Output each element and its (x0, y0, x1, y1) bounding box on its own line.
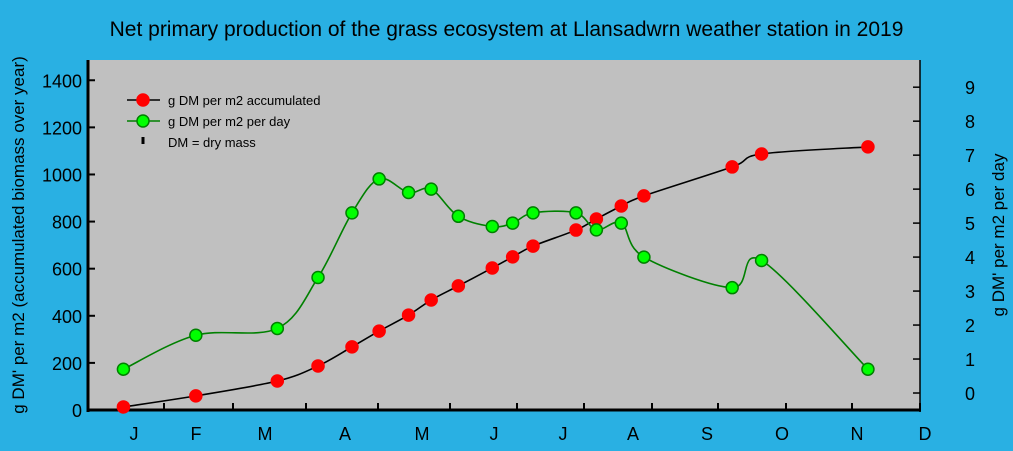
data-point (189, 328, 203, 342)
y-tick-label: 200 (52, 354, 82, 374)
x-tick-label: D (919, 424, 932, 444)
y2-axis-label: g DM' per m2 per day (989, 153, 1008, 316)
data-point (526, 239, 540, 253)
x-tick-label: A (627, 424, 639, 444)
data-point (526, 206, 540, 220)
y-tick-label: 600 (52, 260, 82, 280)
data-point (485, 219, 500, 234)
data-point (451, 209, 466, 224)
data-point (116, 362, 131, 376)
chart-title: Net primary production of the grass ecos… (109, 18, 904, 41)
data-point (505, 250, 520, 264)
data-point (116, 400, 131, 414)
y-tick-label: 800 (52, 213, 82, 233)
legend-label: g DM per m2 per day (168, 114, 291, 129)
data-point (345, 206, 359, 220)
x-tick-label: J (490, 424, 499, 444)
data-point (725, 160, 739, 174)
legend-note-marker (141, 137, 145, 144)
data-point (614, 216, 629, 230)
data-point (754, 147, 769, 161)
y2-tick-label: 3 (965, 282, 975, 302)
y2-tick-label: 5 (965, 214, 975, 234)
data-point (372, 172, 386, 186)
data-point (270, 321, 285, 336)
data-point (589, 223, 604, 237)
x-tick-label: J (559, 424, 568, 444)
y2-tick-label: 7 (965, 146, 975, 166)
x-tick-label: O (775, 424, 789, 444)
y2-tick-label: 6 (965, 180, 975, 200)
data-point (424, 182, 438, 196)
x-tick-label: F (191, 424, 202, 444)
y-axis-label: g DM' per m2 (accumulated biomass over y… (9, 56, 28, 414)
data-point (637, 250, 651, 264)
y2-tick-label: 4 (965, 248, 975, 268)
legend-note: DM = dry mass (168, 135, 256, 150)
data-point (861, 140, 875, 154)
data-point (401, 308, 416, 322)
data-point (725, 280, 739, 295)
data-point (569, 206, 583, 220)
x-tick-label: J (130, 424, 139, 444)
y-tick-label: 1400 (42, 71, 82, 91)
y-tick-label: 0 (72, 401, 82, 421)
data-point (424, 293, 438, 307)
data-point (614, 199, 629, 213)
data-point (401, 185, 416, 200)
x-tick-label: S (701, 424, 713, 444)
y2-tick-label: 9 (965, 78, 975, 98)
data-point (754, 253, 769, 268)
data-point (270, 374, 285, 388)
data-point (372, 324, 386, 338)
y-tick-label: 1200 (42, 118, 82, 138)
data-point (311, 359, 325, 373)
y-tick-label: 400 (52, 307, 82, 327)
data-point (345, 340, 359, 354)
y2-tick-label: 0 (965, 384, 975, 404)
x-tick-label: A (339, 424, 351, 444)
legend-label: g DM per m2 accumulated (168, 93, 320, 108)
data-point (311, 270, 325, 285)
data-point (505, 216, 520, 230)
legend-marker (136, 93, 150, 107)
legend-marker (136, 114, 150, 128)
plot-area (88, 60, 920, 410)
data-point (451, 279, 466, 293)
y2-tick-label: 8 (965, 112, 975, 132)
y2-tick-label: 2 (965, 316, 975, 336)
data-point (485, 261, 500, 275)
y-tick-label: 1000 (42, 165, 82, 185)
x-tick-label: M (258, 424, 273, 444)
data-point (861, 362, 875, 376)
y2-tick-label: 1 (965, 350, 975, 370)
data-point (189, 389, 203, 403)
data-point (637, 189, 651, 203)
x-tick-label: M (415, 424, 430, 444)
data-point (569, 223, 583, 237)
x-tick-label: N (851, 424, 864, 444)
